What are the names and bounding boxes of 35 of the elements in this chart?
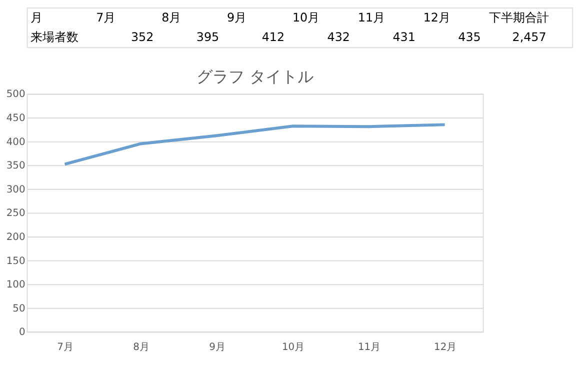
y-tick-label: 50 xyxy=(12,303,26,314)
text: 435 xyxy=(458,30,481,44)
text: 来場者数 xyxy=(30,30,79,44)
y-tick-label: 200 xyxy=(6,232,26,243)
text: 月 xyxy=(30,10,43,24)
line-series xyxy=(63,123,446,166)
x-tick-label: 12月 xyxy=(434,342,457,354)
category-label: 10月 xyxy=(292,10,320,24)
y-tick-label: 100 xyxy=(6,280,26,291)
category-label: 7月 xyxy=(96,10,116,24)
y-tick-label: 300 xyxy=(6,184,26,196)
text: 352 xyxy=(131,30,154,44)
category-label: 12月 xyxy=(423,10,450,24)
y-tick-label: 400 xyxy=(6,136,26,148)
x-tick-label: 8月 xyxy=(133,342,150,354)
x-tick-label: 9月 xyxy=(209,342,226,354)
y-tick-label: 0 xyxy=(18,327,26,338)
category-label: 11月 xyxy=(358,10,386,24)
y-tick-label: 450 xyxy=(6,113,26,124)
y-tick-label: 350 xyxy=(6,160,26,172)
text: 下半期合計 xyxy=(488,10,549,24)
x-tick-label: 7月 xyxy=(57,342,74,354)
category-label: 9月 xyxy=(227,10,247,24)
text: 395 xyxy=(196,30,220,44)
chart-title: グラフ タイトル xyxy=(196,66,314,86)
y-tick-label: 150 xyxy=(6,256,26,267)
category-label: 8月 xyxy=(162,10,182,24)
text: 432 xyxy=(327,30,350,44)
text: 431 xyxy=(392,30,416,44)
text: 2,457 xyxy=(512,30,546,44)
x-tick-label: 11月 xyxy=(358,342,381,354)
y-tick-label: 500 xyxy=(6,89,26,100)
y-tick-label: 250 xyxy=(6,208,26,220)
text: 412 xyxy=(262,30,285,44)
x-tick-label: 10月 xyxy=(282,342,305,354)
